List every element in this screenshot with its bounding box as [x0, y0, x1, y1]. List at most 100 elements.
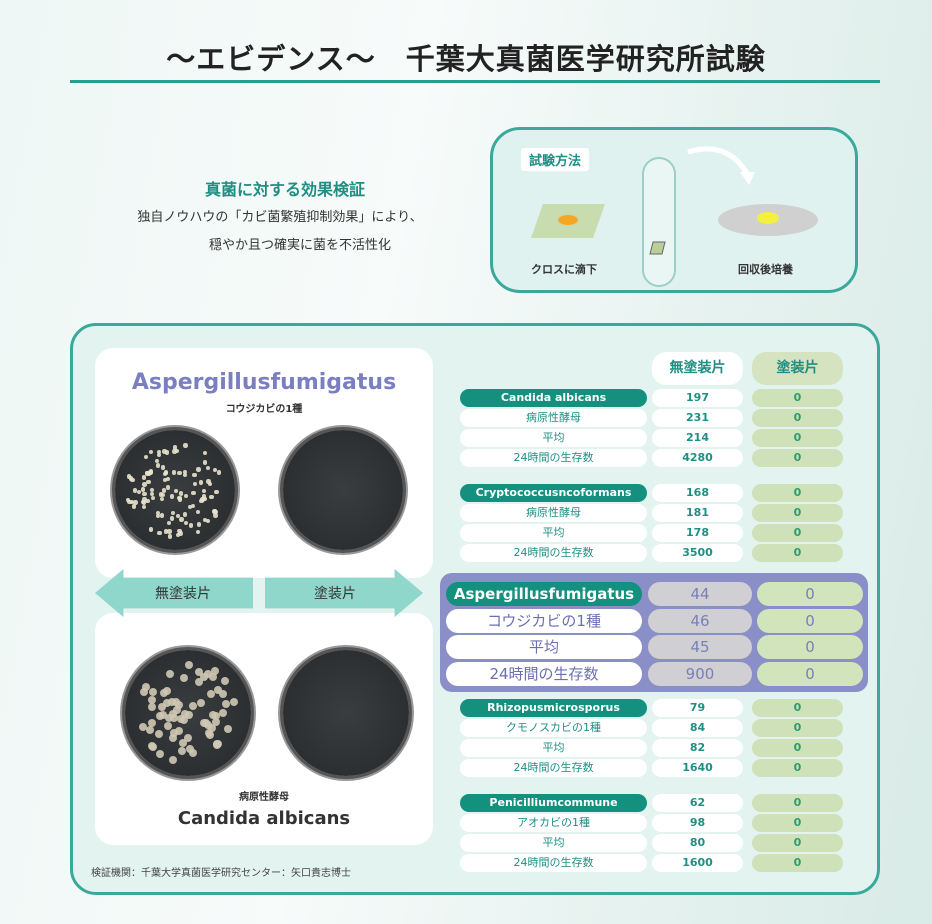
uncoated-value: 46 [648, 608, 752, 633]
row-label: 病原性酵母 [460, 504, 647, 522]
coated-value: 0 [757, 635, 863, 659]
row-label: 平均 [446, 635, 642, 659]
row-label: Penicilliumcommune [460, 794, 647, 812]
colony-dot [136, 489, 142, 495]
colony-dot [208, 481, 213, 487]
colony-dot [170, 494, 175, 499]
colony-dot [159, 496, 165, 502]
colony-dot [141, 475, 147, 480]
uncoated-value: 82 [652, 739, 743, 757]
colony-dot [177, 714, 186, 723]
petri-dish-uncoated [115, 430, 235, 550]
coated-value: 0 [752, 739, 843, 757]
colony-dot [192, 472, 197, 478]
colony-dot [142, 497, 147, 502]
method-illustration [531, 146, 818, 287]
colony-dot [177, 470, 182, 476]
colony-dot [202, 451, 207, 456]
coated-value: 0 [757, 582, 863, 606]
colony-dot [180, 673, 189, 682]
colony-dot [172, 449, 177, 454]
row-label: Cryptococcusncoformans [460, 484, 647, 502]
curved-arrow-icon [687, 146, 751, 177]
colony-dot [142, 492, 147, 497]
colony-dot [166, 520, 171, 526]
coated-value: 0 [752, 429, 843, 447]
colony-dot [156, 449, 162, 455]
colony-dot [149, 488, 154, 493]
colony-dot [199, 672, 208, 681]
title-underline [70, 80, 880, 83]
candida-card: 病原性酵母 Candida albicans [95, 613, 433, 845]
row-label: Aspergillusfumigatus [446, 582, 642, 606]
colony-dot [183, 520, 188, 526]
uncoated-value: 84 [652, 719, 743, 737]
colony-dot [212, 718, 221, 727]
arrow-right-label: 塗装片 [314, 586, 356, 602]
colony-dot [126, 474, 132, 479]
colony-dot [203, 518, 208, 523]
row-label: アオカビの1種 [460, 814, 647, 832]
colony-dot [199, 480, 204, 485]
colony-dot [189, 748, 198, 757]
colony-dot [185, 711, 194, 720]
colony-dot [145, 498, 150, 504]
colony-dot [129, 499, 135, 505]
row-label: 平均 [460, 739, 647, 757]
colony-dot [196, 522, 202, 527]
colony-dot [141, 682, 150, 691]
coated-value: 0 [752, 389, 843, 407]
row-label: 平均 [460, 524, 647, 542]
colony-dot [205, 519, 211, 524]
row-label: 24時間の生存数 [446, 661, 642, 686]
colony-dot [175, 727, 184, 736]
uncoated-value: 80 [652, 834, 743, 852]
step2-caption: 回収後培養 [738, 263, 793, 276]
colony-dot [182, 472, 188, 477]
colony-dot [179, 738, 188, 747]
coated-value: 0 [757, 661, 863, 686]
colony-dot [209, 673, 218, 682]
colony-dot [164, 450, 170, 455]
row-label: コウジカビの1種 [446, 608, 642, 633]
drop-icon [558, 215, 578, 225]
row-label: 病原性酵母 [460, 409, 647, 427]
colony-dot [174, 449, 180, 454]
colony-dot [177, 495, 182, 501]
row-label: 平均 [460, 429, 647, 447]
colony-dot [201, 489, 206, 494]
header-coated: 塗装片 [752, 352, 843, 385]
coated-value: 0 [752, 484, 843, 502]
colony-dot [194, 678, 203, 687]
colony-dot [143, 454, 149, 460]
coated-value: 0 [752, 504, 843, 522]
colony-dot [161, 488, 167, 493]
colony-dot [207, 723, 216, 732]
colony-dot [155, 749, 164, 758]
petri-dish-coated [283, 430, 403, 550]
uncoated-value: 4280 [652, 449, 743, 467]
colony-dot [176, 513, 181, 519]
colony-dot [203, 670, 212, 679]
colony-dot [177, 528, 182, 534]
culture-icon [757, 212, 779, 224]
colony-dot [218, 689, 227, 698]
aspergillus-card: Aspergillusfumigatus コウジカビの1種 [95, 348, 433, 578]
colony-dot [185, 745, 194, 754]
colony-dot [200, 497, 205, 502]
colony-dot [206, 479, 211, 484]
colony-dot [204, 728, 213, 737]
row-label: Rhizopusmicrosporus [460, 699, 647, 717]
uncoated-value: 62 [652, 794, 743, 812]
colony-dot [164, 722, 173, 731]
colony-dot [190, 503, 195, 508]
uncoated-value: 900 [648, 661, 752, 686]
colony-dot [170, 714, 179, 723]
colony-dot [176, 532, 181, 538]
colony-dot [208, 711, 217, 720]
colony-dot [191, 490, 196, 496]
verification-footer: 検証機関：千葉大学真菌医学研究センター：矢口貴志博士 [91, 868, 351, 879]
header-uncoated: 無塗装片 [652, 352, 743, 385]
colony-dot [182, 470, 187, 475]
colony-dot [212, 740, 221, 749]
